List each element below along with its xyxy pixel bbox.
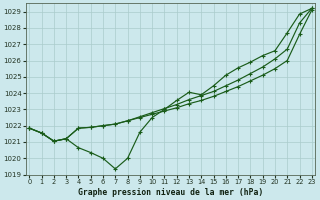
X-axis label: Graphe pression niveau de la mer (hPa): Graphe pression niveau de la mer (hPa) (78, 188, 263, 197)
